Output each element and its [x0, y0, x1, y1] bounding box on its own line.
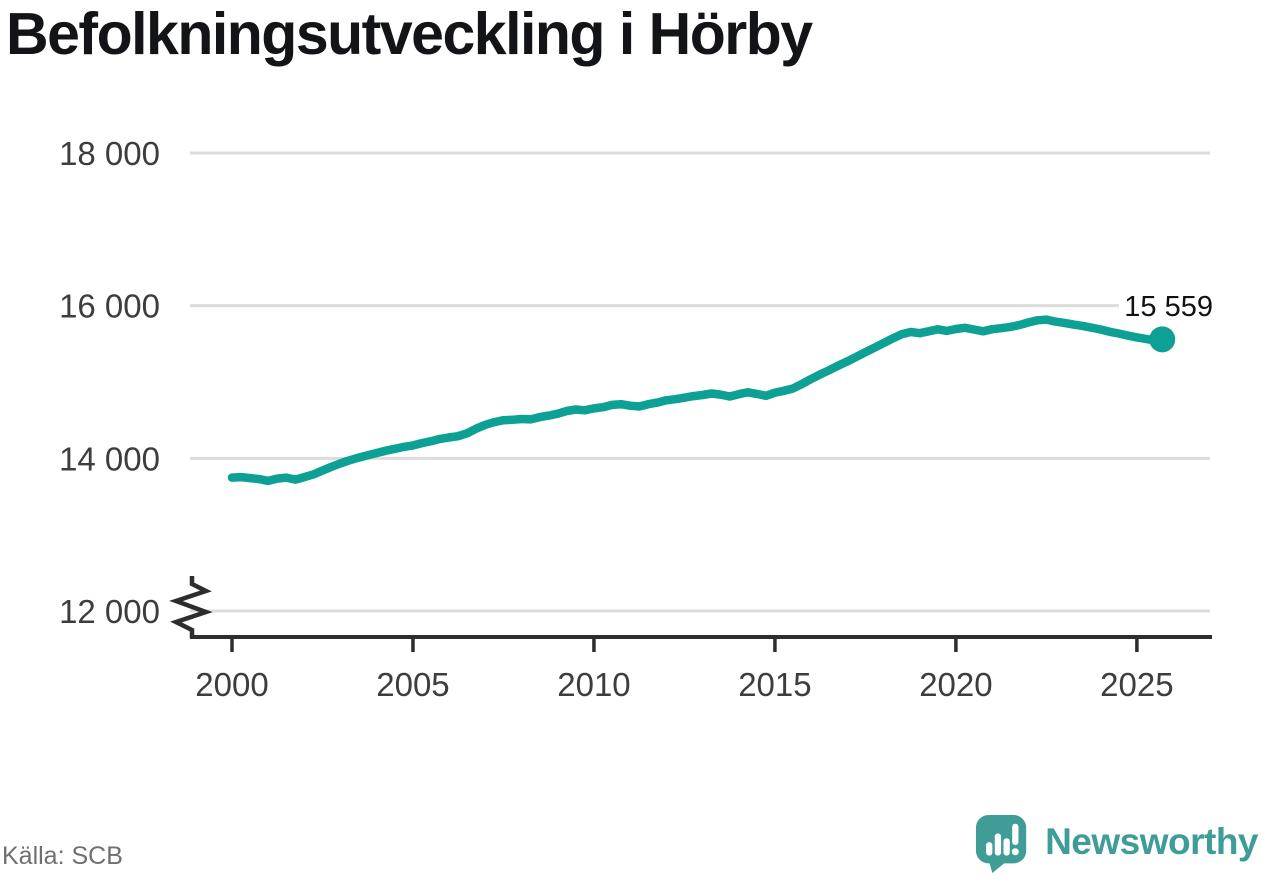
population-series-line — [227, 315, 1167, 486]
x-tick-label: 2000 — [195, 666, 268, 703]
x-tick-label: 2005 — [376, 666, 449, 703]
x-tick-label: 2025 — [1100, 666, 1173, 703]
y-tick-label: 18 000 — [59, 135, 160, 172]
y-tick-label: 16 000 — [59, 288, 160, 325]
x-tick-label: 2020 — [919, 666, 992, 703]
y-tick-label: 14 000 — [59, 440, 160, 477]
newsworthy-speech-bubble-chart-icon — [975, 815, 1027, 874]
y-tick-label: 12 000 — [59, 593, 160, 630]
end-value-label: 15 559 — [1119, 290, 1218, 325]
source-note: Källa: SCB — [2, 842, 123, 870]
x-tick-label: 2015 — [738, 666, 811, 703]
series-end-dot — [1149, 326, 1176, 353]
population-line-chart: 12 000 14 000 16 000 18 000 2000 2005 2010 2015… — [59, 135, 1212, 703]
brand-name: Newsworthy — [1045, 820, 1258, 862]
x-tick-label: 2010 — [557, 666, 630, 703]
page-title: Befolkningsutveckling i Hörby — [6, 1, 813, 67]
newsworthy-logo: Newsworthy — [974, 813, 1258, 876]
y-axis-break-icon — [169, 576, 213, 638]
